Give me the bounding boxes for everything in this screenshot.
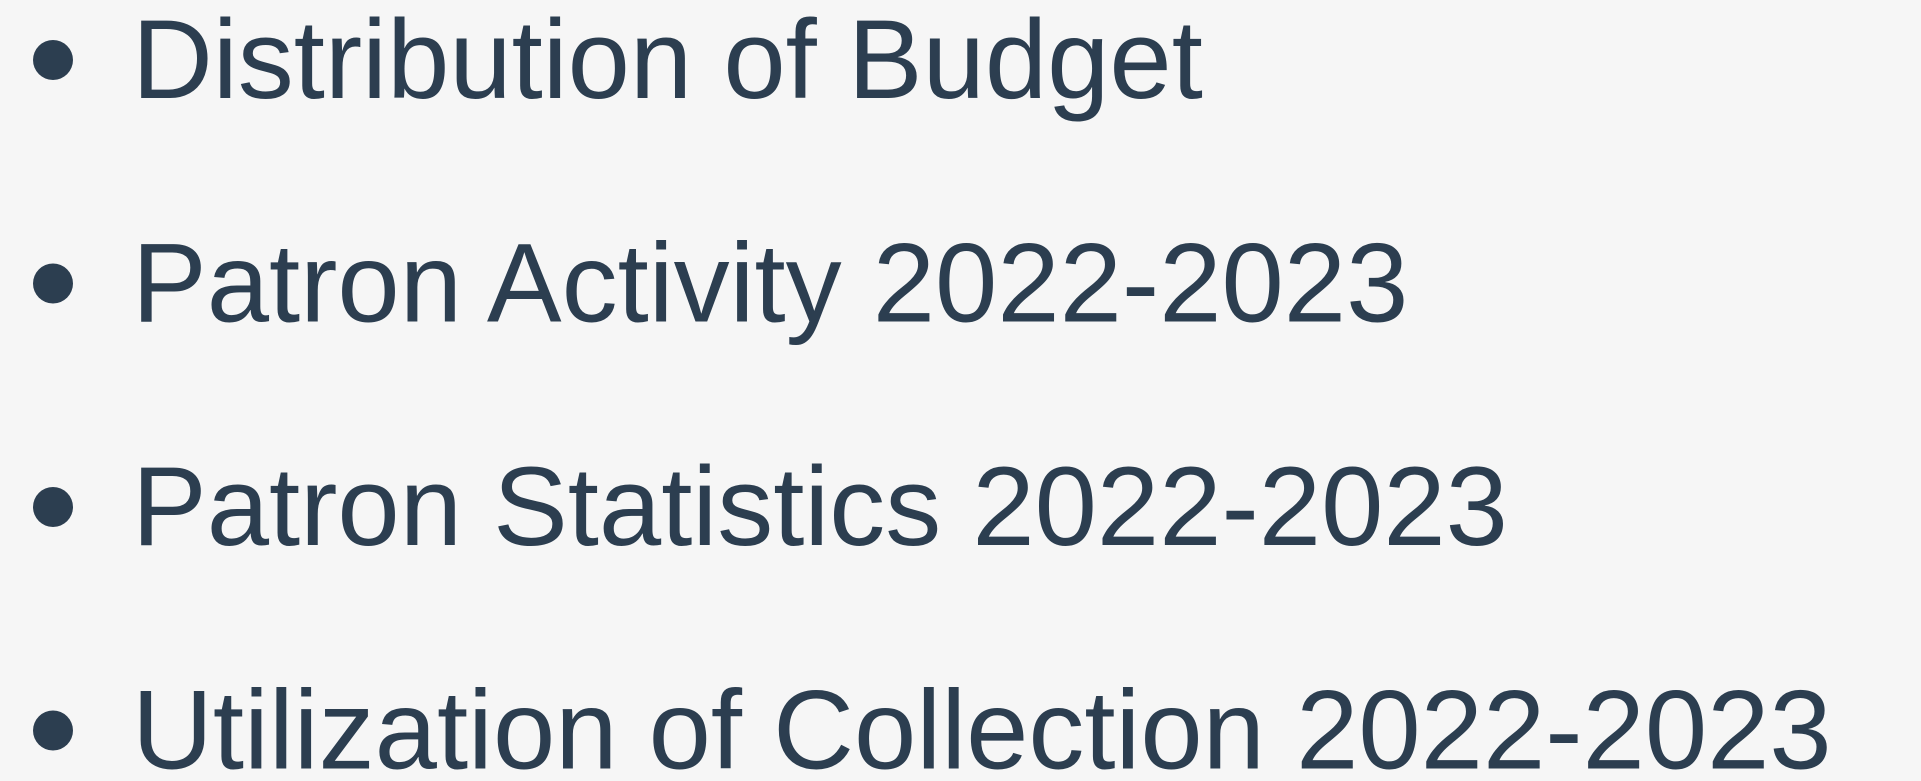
bullet xyxy=(33,710,73,751)
bullet xyxy=(33,263,73,304)
list-item[interactable]: Utilization of Collection 2022-2023 xyxy=(132,668,1832,781)
bullet xyxy=(33,487,73,527)
list-item[interactable]: Distribution of Budget xyxy=(132,0,1203,122)
bullet xyxy=(33,40,73,80)
list-item[interactable]: Patron Activity 2022-2023 xyxy=(132,221,1408,346)
list-item[interactable]: Patron Statistics 2022-2023 xyxy=(132,444,1508,569)
